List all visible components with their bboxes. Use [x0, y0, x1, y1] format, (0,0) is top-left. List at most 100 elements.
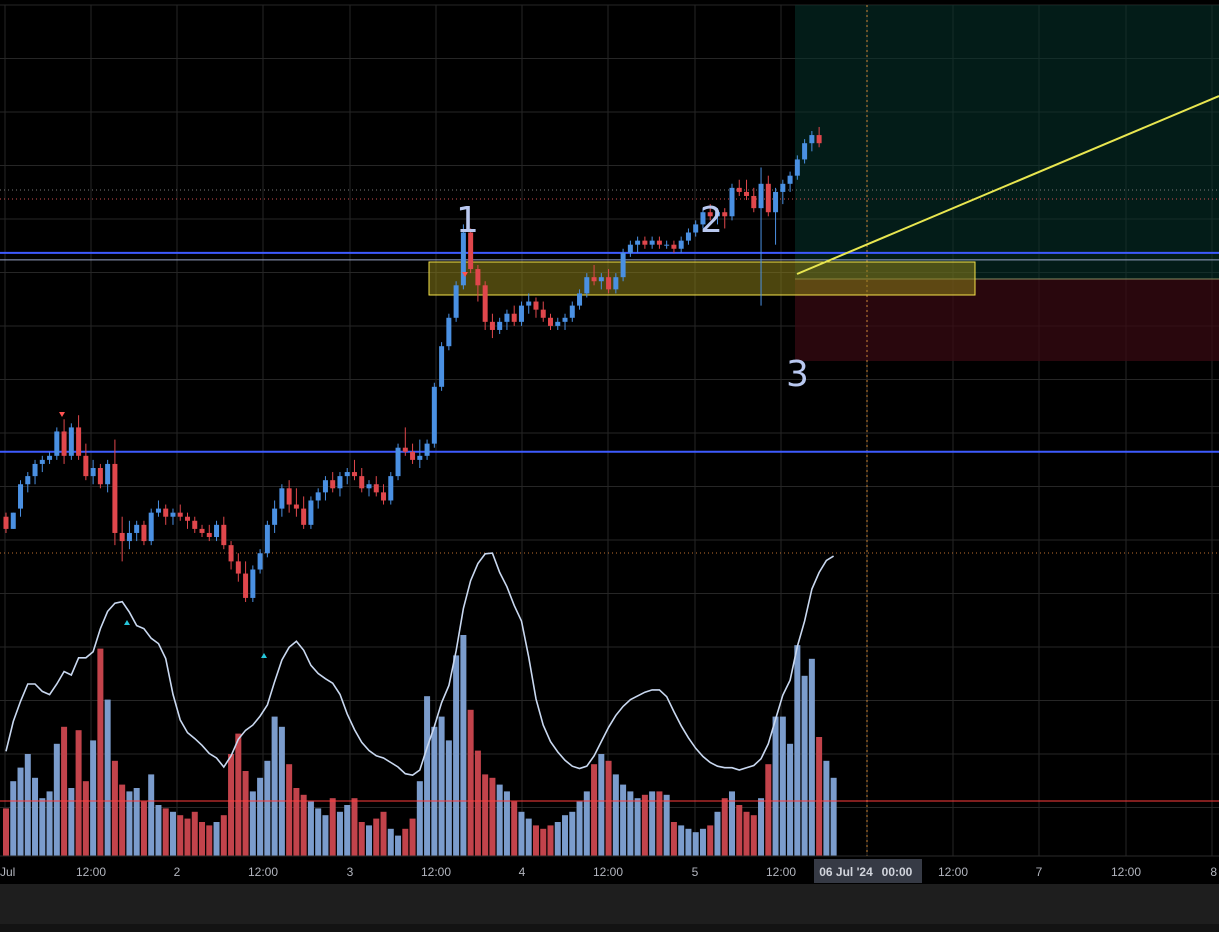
volume-bar: [82, 781, 89, 856]
volume-bar: [53, 743, 60, 856]
candle-body: [591, 277, 597, 282]
volume-bar: [416, 781, 423, 856]
candle-body: [664, 244, 670, 246]
volume-bar: [598, 754, 605, 856]
candle-body: [301, 508, 307, 525]
volume-bar: [794, 645, 801, 856]
candle-body: [344, 472, 350, 477]
time-label: 12:00: [938, 865, 968, 879]
volume-bar: [148, 774, 155, 856]
time-label: 8: [1210, 865, 1217, 879]
volume-bar: [199, 822, 206, 856]
time-label: 3: [347, 865, 354, 879]
candle-body: [228, 545, 234, 562]
candle-body: [511, 313, 517, 322]
time-axis-background: [0, 856, 1219, 884]
volume-bar: [605, 760, 612, 856]
candle-body: [606, 277, 612, 290]
volume-bar: [119, 784, 126, 856]
candle-body: [439, 346, 445, 387]
candle-body: [141, 524, 147, 542]
volume-bar: [336, 811, 343, 856]
time-axis[interactable]: Jul 12:00 2 12:00 3 12:00 4 12:00 5 12:00 06 Jul '…: [0, 859, 1217, 883]
volume-bar: [24, 754, 31, 856]
candle-body: [134, 524, 140, 533]
candle-body: [562, 317, 568, 322]
volume-bar: [402, 828, 409, 856]
candle-body: [627, 244, 633, 253]
candle-body: [279, 488, 285, 509]
volume-bar: [387, 828, 394, 856]
candle-body: [707, 212, 713, 217]
volume-bar: [271, 716, 278, 856]
volume-bar: [583, 791, 590, 856]
volume-bar: [699, 828, 706, 856]
volume-bar: [228, 754, 235, 856]
horizontal-levels[interactable]: [0, 251, 1219, 453]
volume-bar: [729, 791, 735, 856]
volume-bar: [235, 733, 242, 856]
wave-label-2: 2: [700, 200, 723, 241]
pivot-high-marker: [462, 272, 468, 277]
candle-body: [148, 512, 154, 542]
candle-body: [475, 269, 481, 286]
candle-body: [751, 195, 757, 209]
volume-bar: [17, 767, 24, 856]
candle-body: [729, 187, 735, 217]
time-label: 12:00: [1111, 865, 1141, 879]
volume-bar: [358, 822, 365, 856]
bottom-toolbar: [0, 884, 1219, 924]
volume-bar: [300, 794, 307, 856]
volume-bar: [750, 815, 757, 856]
candle-body: [177, 512, 183, 517]
candle-body: [526, 301, 532, 306]
selected-date-highlight: [814, 859, 922, 883]
time-label: 12:00: [766, 865, 796, 879]
candle-body: [489, 321, 495, 330]
volume-bar: [322, 815, 329, 856]
candle-body: [381, 492, 387, 501]
candle-body: [18, 484, 24, 509]
candle-body: [214, 524, 220, 538]
volume-bar: [525, 818, 532, 856]
volume-bar: [685, 828, 692, 856]
wave-label-3: 3: [786, 354, 809, 395]
pivot-high-marker: [59, 412, 65, 417]
volume-bar: [736, 805, 743, 856]
candle-body: [620, 252, 626, 278]
candle-body: [802, 143, 808, 160]
volume-bar: [344, 805, 351, 856]
bottom-edge: [0, 924, 1219, 932]
candle-body: [97, 468, 103, 485]
candle-body: [548, 317, 553, 326]
volume-bar: [562, 815, 569, 856]
candle-body: [337, 476, 343, 489]
volume-bar: [641, 794, 648, 856]
candle-body: [54, 431, 60, 456]
volume-bar: [431, 726, 438, 856]
candle-body: [424, 443, 430, 456]
volume-bar: [503, 791, 510, 856]
volume-bar: [518, 811, 525, 856]
consolidation-zone[interactable]: [428, 261, 976, 296]
time-label: 12:00: [421, 865, 451, 879]
candle-body: [10, 512, 16, 529]
trend-line[interactable]: [796, 95, 1219, 275]
volume-bar: [816, 737, 823, 856]
time-label: 4: [519, 865, 526, 879]
volume-bar: [169, 811, 176, 856]
volume-bar: [467, 709, 474, 856]
time-label-selected-date: 06 Jul '24: [819, 865, 873, 879]
candle-body: [635, 240, 641, 245]
volume-bar: [438, 716, 445, 856]
volume-bar: [772, 716, 779, 856]
volume-bar: [409, 818, 416, 856]
candle-body: [569, 305, 575, 318]
volume-bar: [373, 818, 380, 856]
volume-bar: [61, 726, 68, 856]
time-label: 7: [1036, 865, 1043, 879]
volume-bar: [177, 815, 184, 856]
candle-body: [83, 455, 89, 477]
candle-body: [25, 476, 31, 485]
